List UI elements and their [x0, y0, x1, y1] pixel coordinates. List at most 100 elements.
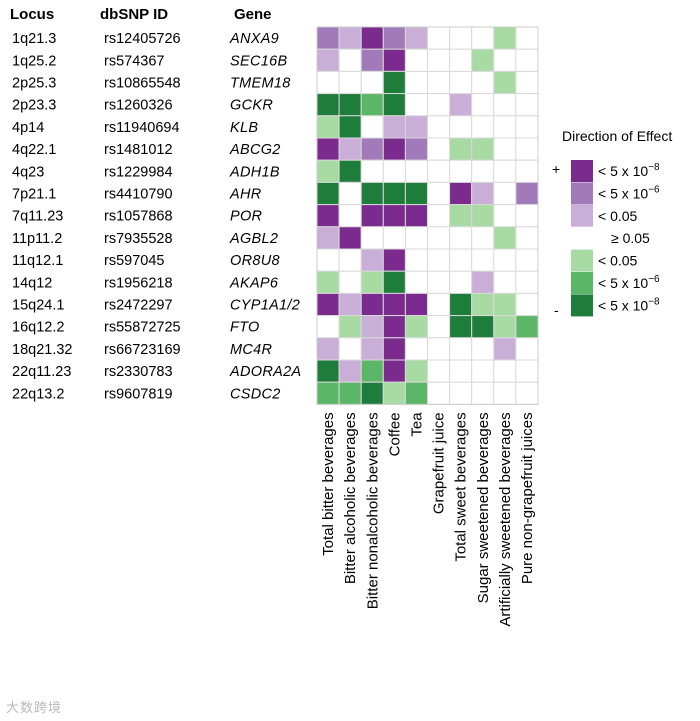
row-gene-label: MC4R: [230, 342, 273, 358]
watermark: 大数跨境: [6, 700, 63, 715]
heatmap-cell: [471, 337, 495, 361]
row-snp-label: rs2330783: [104, 364, 173, 380]
heatmap-cell: [338, 159, 362, 183]
row-locus-label: 22q11.23: [12, 364, 71, 380]
row-gene-label: AGBL2: [229, 231, 278, 247]
heatmap-cell: [404, 115, 428, 139]
heatmap-cell: [449, 337, 473, 361]
heatmap-cell: [515, 226, 539, 250]
row-gene-label: ANXA9: [229, 31, 279, 47]
row-locus-label: 11q12.1: [12, 253, 63, 269]
heatmap-cell: [360, 70, 384, 95]
heatmap-cell: [449, 359, 473, 383]
heatmap-cell: [382, 93, 406, 117]
heatmap-cell: [338, 337, 362, 361]
legend-label: < 5 x 10−8: [598, 162, 660, 179]
heatmap-cell: [471, 204, 495, 228]
heatmap-cell: [360, 337, 384, 361]
row-gene-label: KLB: [230, 120, 258, 136]
heatmap-cell: [316, 226, 340, 250]
heatmap-cell: [515, 181, 539, 206]
heatmap-cells: [316, 26, 539, 405]
heatmap-cell: [427, 115, 451, 139]
heatmap-cell: [493, 226, 517, 250]
row-gene-label: ABCG2: [229, 142, 281, 158]
heatmap-cell: [404, 337, 428, 361]
legend-plus-sign: +: [552, 161, 560, 177]
heatmap-cell: [427, 93, 451, 117]
row-snp-label: rs574367: [104, 53, 164, 69]
heatmap-cell: [338, 226, 362, 250]
heatmap-cell: [360, 93, 384, 117]
row-gene-label: OR8U8: [230, 253, 280, 269]
heatmap-cell: [449, 248, 473, 272]
row-snp-label: rs2472297: [104, 298, 173, 314]
heatmap-cell: [316, 93, 340, 117]
legend-label: < 5 x 10−6: [598, 274, 660, 291]
heatmap-cell: [338, 181, 362, 206]
heatmap-cell: [382, 381, 406, 405]
heatmap-cell: [316, 204, 340, 228]
row-snp-label: rs9607819: [104, 386, 173, 402]
heatmap-cell: [449, 93, 473, 117]
heatmap-cell: [338, 93, 362, 117]
legend-minus-sign: -: [554, 302, 559, 318]
heatmap-cell: [493, 26, 517, 50]
heatmap-cell: [360, 292, 384, 317]
heatmap-cell: [382, 359, 406, 383]
heatmap-cell: [382, 70, 406, 95]
heatmap-cell: [449, 381, 473, 405]
heatmap-cell: [382, 226, 406, 250]
heatmap-cell: [404, 26, 428, 50]
row-snp-label: rs1260326: [104, 98, 173, 114]
heatmap-cell: [360, 248, 384, 272]
column-labels: Total bitter beverages Bitter alcoholic b…: [320, 412, 536, 627]
row-snp-label: rs7935528: [104, 231, 173, 247]
heatmap-cell: [493, 70, 517, 95]
heatmap-cell: [316, 159, 340, 183]
heatmap-cell: [338, 48, 362, 72]
heatmap-cell: [471, 93, 495, 117]
legend-swatch: [570, 226, 594, 250]
heatmap-cell: [515, 93, 539, 117]
row-snp-label: rs12405726: [104, 31, 181, 47]
heatmap-cell: [360, 270, 384, 294]
heatmap-cell: [471, 115, 495, 139]
legend-label: < 0.05: [598, 208, 638, 224]
heatmap-cell: [360, 181, 384, 206]
heatmap-cell: [471, 359, 495, 383]
heatmap-cell: [360, 137, 384, 161]
heatmap-cell: [338, 292, 362, 317]
heatmap-cell: [316, 337, 340, 361]
heatmap-cell: [493, 137, 517, 161]
heatmap-cell: [493, 48, 517, 72]
heatmap-cell: [471, 137, 495, 161]
heatmap-cell: [493, 270, 517, 294]
heatmap-cell: [427, 381, 451, 405]
heatmap-cell: [471, 48, 495, 72]
row-gene-label: POR: [230, 209, 263, 225]
legend-label: < 5 x 10−8: [598, 296, 660, 313]
row-locus-label: 4q23: [12, 164, 44, 180]
row-snp-label: rs4410790: [104, 187, 173, 203]
heatmap-cell: [515, 70, 539, 95]
heatmap-cell: [382, 48, 406, 72]
row-gene-label: ADH1B: [229, 164, 280, 180]
column-label: Sugar sweetened beverages: [475, 412, 492, 603]
row-snp-label: rs11940694: [104, 120, 180, 136]
heatmap-cell: [449, 270, 473, 294]
heatmap-cell: [493, 292, 517, 317]
heatmap-cell: [427, 248, 451, 272]
column-label: Bitter alcoholic beverages: [342, 412, 359, 584]
heatmap-cell: [449, 70, 473, 95]
heatmap-cell: [493, 115, 517, 139]
heatmap-cell: [493, 337, 517, 361]
heatmap-cell: [404, 315, 428, 339]
header-dbsnp: dbSNP ID: [100, 6, 168, 23]
row-gene-label: FTO: [230, 320, 260, 336]
column-label: Artificially sweetened beverages: [497, 412, 514, 626]
heatmap-cell: [427, 70, 451, 95]
heatmap-cell: [427, 181, 451, 206]
heatmap-cell: [338, 204, 362, 228]
